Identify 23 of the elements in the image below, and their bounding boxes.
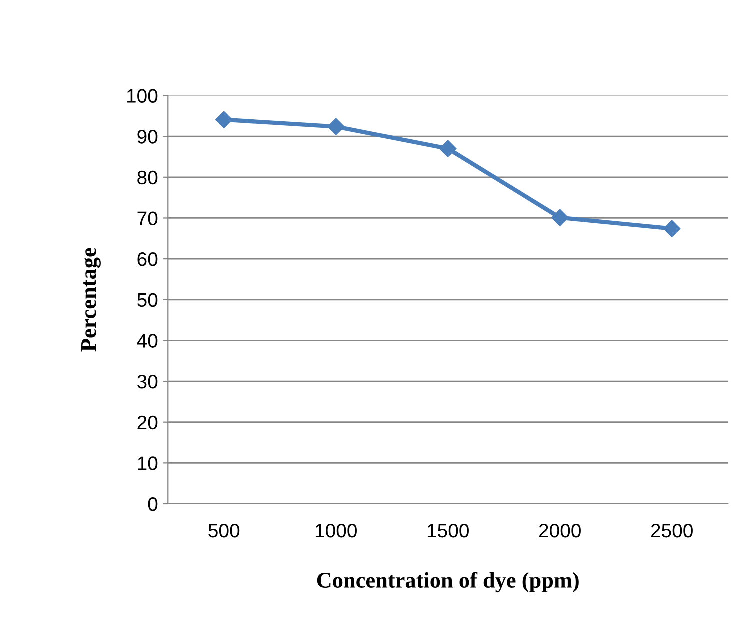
point	[216, 111, 233, 128]
y-tick-label: 40	[137, 334, 158, 348]
y-tick-label: 30	[138, 374, 158, 389]
y-tick-label: 20	[138, 416, 158, 430]
y-tick-label: 10	[138, 456, 158, 470]
point	[440, 140, 457, 158]
x-tick-label: 1000	[316, 524, 357, 538]
y-axis-title: Percentage	[82, 248, 101, 352]
x-axis-title: Concentration of dye (ppm)	[317, 572, 579, 593]
x-tick-label: 1500	[428, 524, 469, 538]
y-tick-label: 90	[138, 130, 158, 144]
y-tick-label: 60	[138, 252, 158, 266]
point	[328, 118, 345, 136]
y-tick-label: 100	[127, 89, 158, 103]
point	[664, 220, 681, 238]
y-tick-label: 0	[148, 497, 158, 512]
y-tick-label: 80	[138, 170, 158, 185]
point	[552, 209, 569, 226]
x-tick-label: 2000	[539, 524, 581, 538]
x-tick-label: 2500	[651, 524, 693, 538]
y-tick-label: 50	[138, 293, 158, 308]
y-tick-label: 70	[138, 212, 158, 226]
x-tick-label: 500	[208, 524, 240, 538]
